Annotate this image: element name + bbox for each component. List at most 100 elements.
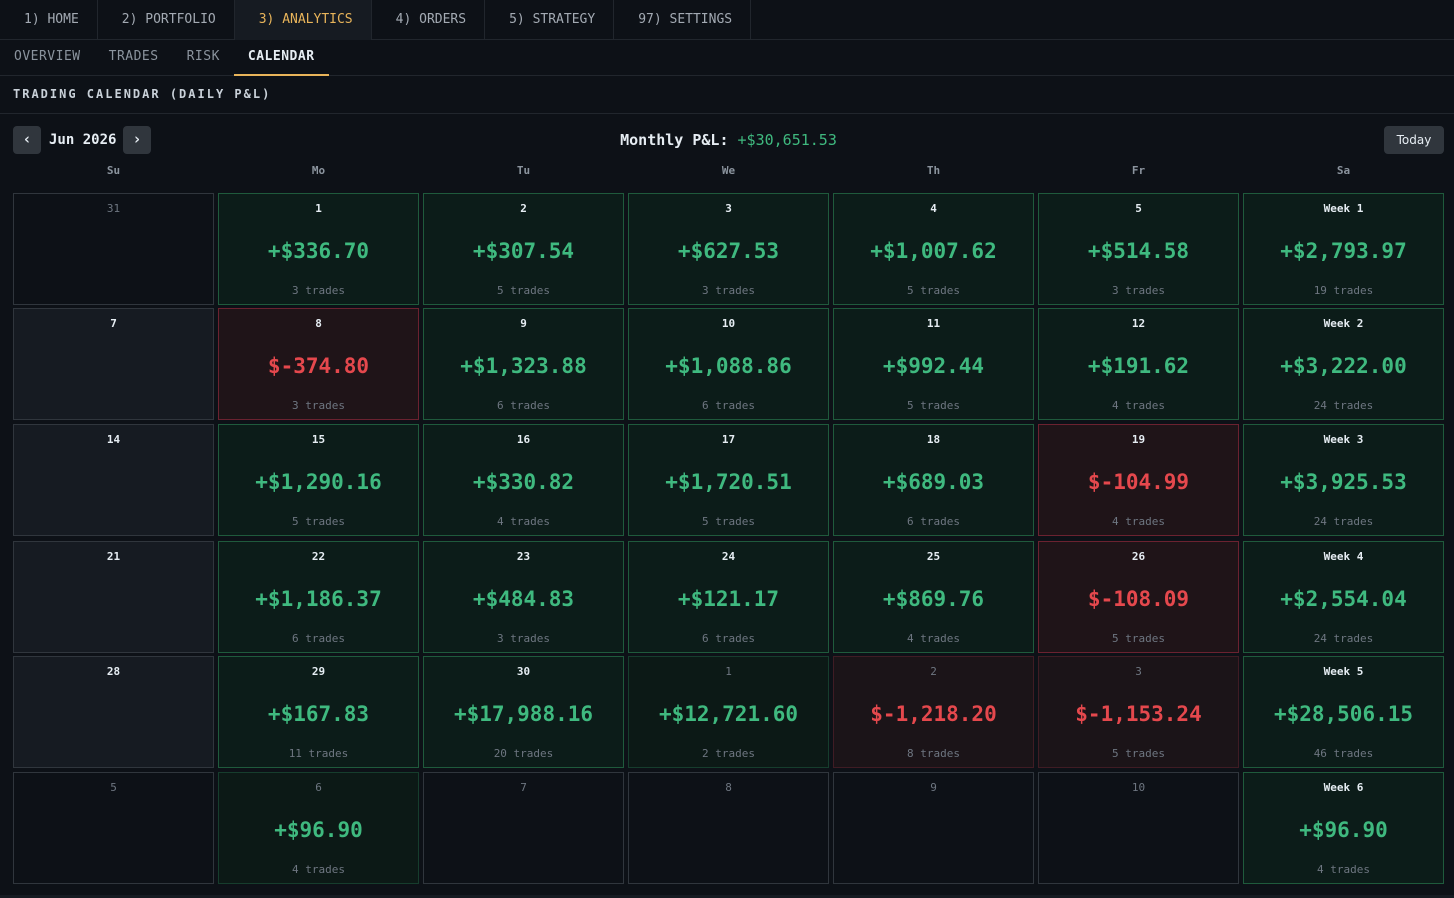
trade-count: 6 trades (702, 399, 755, 412)
trade-count: 5 trades (497, 284, 550, 297)
day-number: 7 (110, 317, 117, 330)
top-tab-analytics[interactable]: 3) ANALYTICS (234, 0, 372, 40)
calendar-day-cell[interactable]: 10 +$1,088.86 6 trades (628, 308, 829, 420)
calendar-day-cell[interactable]: 3 $-1,153.24 5 trades (1038, 656, 1239, 768)
day-number: 9 (930, 781, 937, 794)
week-summary-cell[interactable]: Week 3 +$3,925.53 24 trades (1243, 424, 1444, 536)
trade-count: 24 trades (1313, 399, 1374, 412)
calendar-day-cell[interactable]: 30 +$17,988.16 20 trades (423, 656, 624, 768)
calendar-day-cell[interactable]: 7 (13, 308, 214, 420)
weekday-header: We (721, 164, 736, 177)
calendar-day-cell[interactable]: 17 +$1,720.51 5 trades (628, 424, 829, 536)
trade-count: 19 trades (1313, 284, 1374, 297)
calendar-day-cell[interactable]: 8 $-374.80 3 trades (218, 308, 419, 420)
pnl-value: +$12,721.60 (658, 702, 799, 726)
calendar-day-cell[interactable]: 7 (423, 772, 624, 884)
calendar-day-cell[interactable]: 11 +$992.44 5 trades (833, 308, 1034, 420)
week-label: Week 3 (1323, 433, 1364, 446)
day-number: 18 (926, 433, 941, 446)
calendar-day-cell[interactable]: 28 (13, 656, 214, 768)
day-number: 17 (721, 433, 736, 446)
calendar-day-cell[interactable]: 2 +$307.54 5 trades (423, 193, 624, 305)
pnl-value: +$3,222.00 (1280, 354, 1407, 378)
today-button[interactable]: Today (1384, 126, 1444, 154)
pnl-value: +$627.53 (677, 239, 780, 263)
calendar-day-cell[interactable]: 12 +$191.62 4 trades (1038, 308, 1239, 420)
weekday-header: Fr (1131, 164, 1146, 177)
pnl-value: +$167.83 (267, 702, 370, 726)
calendar-day-cell[interactable]: 22 +$1,186.37 6 trades (218, 541, 419, 653)
trade-count: 6 trades (497, 399, 550, 412)
calendar-day-cell[interactable]: 14 (13, 424, 214, 536)
calendar-day-cell[interactable]: 15 +$1,290.16 5 trades (218, 424, 419, 536)
day-number: 5 (1135, 202, 1142, 215)
calendar-day-cell[interactable]: 5 +$514.58 3 trades (1038, 193, 1239, 305)
sub-tab-trades[interactable]: TRADES (108, 49, 159, 64)
calendar-day-cell[interactable]: 6 +$96.90 4 trades (218, 772, 419, 884)
pnl-value: +$1,323.88 (460, 354, 587, 378)
sub-tab-risk[interactable]: RISK (186, 49, 220, 64)
trade-count: 5 trades (907, 284, 960, 297)
pnl-value: $-104.99 (1087, 470, 1190, 494)
pnl-value: +$484.83 (472, 587, 575, 611)
pnl-value: +$96.90 (1299, 818, 1388, 842)
week-summary-cell[interactable]: Week 1 +$2,793.97 19 trades (1243, 193, 1444, 305)
calendar-day-cell[interactable]: 9 (833, 772, 1034, 884)
pnl-value: +$514.58 (1087, 239, 1190, 263)
week-summary-cell[interactable]: Week 2 +$3,222.00 24 trades (1243, 308, 1444, 420)
top-tab-settings[interactable]: 97) SETTINGS (614, 0, 752, 40)
calendar-day-cell[interactable]: 26 $-108.09 5 trades (1038, 541, 1239, 653)
calendar-day-cell[interactable]: 9 +$1,323.88 6 trades (423, 308, 624, 420)
weekday-header: Su (106, 164, 121, 177)
calendar-day-cell[interactable]: 1 +$336.70 3 trades (218, 193, 419, 305)
calendar-day-cell[interactable]: 8 (628, 772, 829, 884)
calendar-day-cell[interactable]: 3 +$627.53 3 trades (628, 193, 829, 305)
pnl-value: $-1,218.20 (870, 702, 997, 726)
calendar-day-cell[interactable]: 16 +$330.82 4 trades (423, 424, 624, 536)
trade-count: 20 trades (493, 747, 554, 760)
calendar-day-cell[interactable]: 21 (13, 541, 214, 653)
calendar-day-cell[interactable]: 24 +$121.17 6 trades (628, 541, 829, 653)
next-month-button[interactable]: › (123, 126, 151, 154)
calendar-day-cell[interactable]: 2 $-1,218.20 8 trades (833, 656, 1034, 768)
calendar-day-cell[interactable]: 5 (13, 772, 214, 884)
day-number: 12 (1131, 317, 1146, 330)
top-tab-home[interactable]: 1) HOME (0, 0, 98, 40)
pnl-value: +$1,290.16 (255, 470, 382, 494)
calendar-day-cell[interactable]: 10 (1038, 772, 1239, 884)
calendar-day-cell[interactable]: 23 +$484.83 3 trades (423, 541, 624, 653)
pnl-value: +$96.90 (274, 818, 363, 842)
trade-count: 4 trades (292, 863, 345, 876)
trade-count: 5 trades (907, 399, 960, 412)
trade-count: 2 trades (702, 747, 755, 760)
calendar-day-cell[interactable]: 31 (13, 193, 214, 305)
trade-count: 3 trades (292, 399, 345, 412)
sub-tab-overview[interactable]: OVERVIEW (14, 49, 81, 64)
top-tab-portfolio[interactable]: 2) PORTFOLIO (98, 0, 235, 40)
calendar-day-cell[interactable]: 18 +$689.03 6 trades (833, 424, 1034, 536)
calendar-day-cell[interactable]: 4 +$1,007.62 5 trades (833, 193, 1034, 305)
sub-tab-calendar[interactable]: CALENDAR (233, 40, 329, 76)
day-number: 19 (1131, 433, 1146, 446)
pnl-value: +$1,007.62 (870, 239, 997, 263)
week-summary-cell[interactable]: Week 5 +$28,506.15 46 trades (1243, 656, 1444, 768)
pnl-value: +$17,988.16 (453, 702, 594, 726)
calendar-day-cell[interactable]: 25 +$869.76 4 trades (833, 541, 1034, 653)
top-tab-strategy[interactable]: 5) STRATEGY (485, 0, 615, 40)
trade-count: 8 trades (907, 747, 960, 760)
trade-count: 6 trades (702, 632, 755, 645)
bottom-border (0, 895, 1454, 898)
day-number: 4 (930, 202, 937, 215)
day-number: 23 (516, 550, 531, 563)
week-summary-cell[interactable]: Week 6 +$96.90 4 trades (1243, 772, 1444, 884)
top-tab-orders[interactable]: 4) ORDERS (372, 0, 486, 40)
calendar-day-cell[interactable]: 29 +$167.83 11 trades (218, 656, 419, 768)
pnl-value: +$2,554.04 (1280, 587, 1407, 611)
trade-count: 24 trades (1313, 632, 1374, 645)
trade-count: 4 trades (497, 515, 550, 528)
prev-month-button[interactable]: ‹ (13, 126, 41, 154)
calendar-day-cell[interactable]: 19 $-104.99 4 trades (1038, 424, 1239, 536)
week-summary-cell[interactable]: Week 4 +$2,554.04 24 trades (1243, 541, 1444, 653)
day-number: 1 (315, 202, 322, 215)
calendar-day-cell[interactable]: 1 +$12,721.60 2 trades (628, 656, 829, 768)
